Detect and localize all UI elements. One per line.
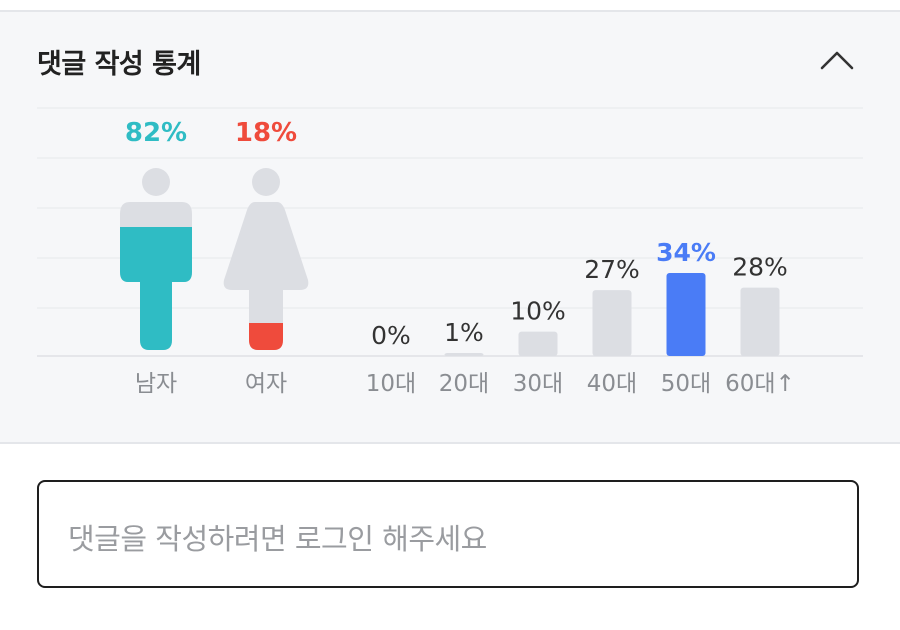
age-value-label: 0% — [371, 321, 411, 350]
age-value-label: 28% — [732, 253, 788, 282]
age-category-label: 30대 — [513, 371, 563, 397]
male-head — [142, 168, 170, 196]
age-category-label: 60대↑ — [725, 371, 795, 397]
age-category-label: 40대 — [587, 371, 637, 397]
age-category-label: 10대 — [366, 371, 416, 397]
stats-chart: 82% 남자 18% 여자 0% 10대 1% 20대 10% 30대 27% 40대 34% 50대 28… — [37, 107, 863, 397]
age-bar — [592, 290, 632, 356]
female-figure-icon — [223, 202, 309, 350]
male-figure-fill — [120, 227, 192, 350]
female-head — [252, 168, 280, 196]
age-bar — [740, 287, 780, 356]
comment-placeholder: 댓글을 작성하려면 로그인 해주세요 — [68, 522, 487, 556]
age-bar — [518, 331, 558, 356]
age-category-label: 50대 — [661, 371, 711, 397]
female-figure-fill — [249, 323, 283, 350]
age-bar — [444, 353, 484, 356]
age-value-label: 34% — [656, 238, 716, 267]
age-category-label: 20대 — [439, 371, 489, 397]
gender-value-label: 18% — [235, 118, 297, 148]
top-divider — [0, 0, 900, 12]
gender-value-label: 82% — [125, 118, 187, 148]
chevron-up-icon — [820, 51, 854, 70]
age-bar — [666, 273, 706, 356]
age-value-label: 10% — [510, 297, 566, 326]
collapse-button[interactable] — [814, 40, 860, 80]
gender-category-label: 여자 — [245, 371, 287, 397]
panel-title: 댓글 작성 통계 — [37, 49, 201, 80]
age-value-label: 1% — [444, 318, 484, 347]
comment-input[interactable]: 댓글을 작성하려면 로그인 해주세요 — [37, 480, 859, 588]
age-value-label: 27% — [584, 255, 640, 284]
gender-category-label: 남자 — [135, 371, 177, 397]
